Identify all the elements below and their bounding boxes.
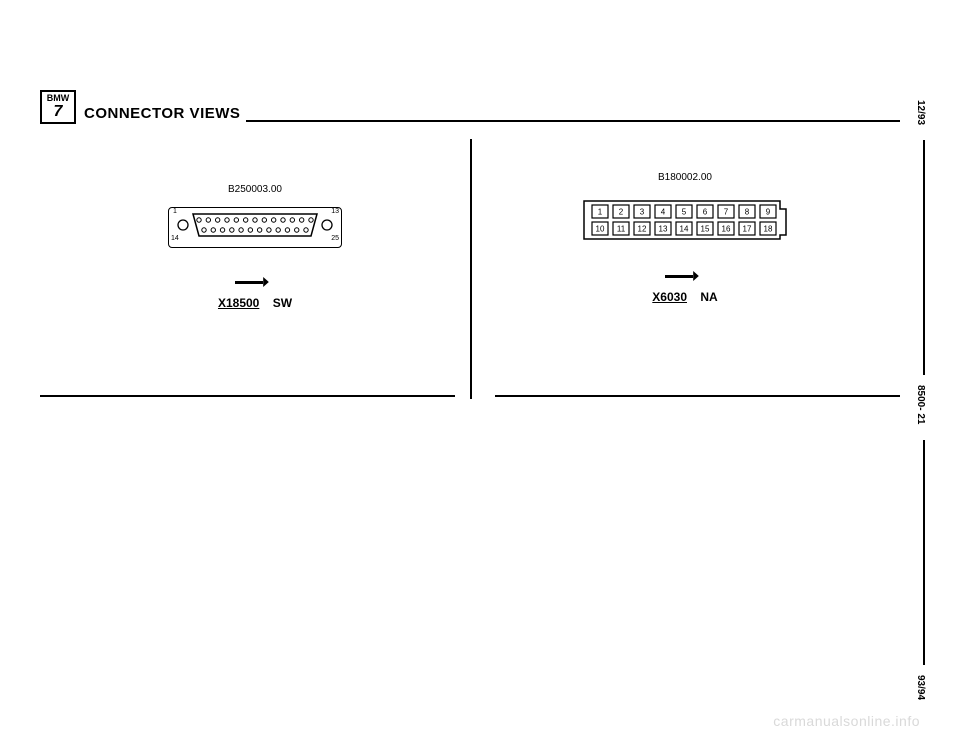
- left-connector-id: X18500: [218, 296, 259, 310]
- left-column: B250003.00 1 13 14 25 X18500 SW: [40, 134, 470, 424]
- right-connector-color: NA: [700, 290, 717, 304]
- svg-text:12: 12: [638, 225, 647, 234]
- margin-date-top: 12/93: [915, 100, 926, 125]
- left-part-code: B250003.00: [40, 184, 470, 195]
- bottom-rules: [40, 395, 900, 397]
- bottom-rule-left: [40, 395, 455, 397]
- svg-text:5: 5: [682, 208, 687, 217]
- svg-text:10: 10: [596, 225, 605, 234]
- svg-text:8: 8: [745, 208, 750, 217]
- svg-text:17: 17: [743, 225, 752, 234]
- db25-connector: 1 13 14 25: [168, 207, 342, 248]
- right-margin: 12/93 8500- 21 93/94: [915, 95, 935, 695]
- left-connector-color: SW: [273, 296, 292, 310]
- arrow-icon: [235, 278, 275, 286]
- svg-text:18: 18: [764, 225, 773, 234]
- content-area: B250003.00 1 13 14 25 X18500 SW B180002.…: [40, 134, 900, 424]
- watermark: carmanualsonline.info: [773, 713, 920, 729]
- rect-connector: 123456789101112131415161718: [580, 195, 790, 243]
- brand-text: BMW: [47, 94, 70, 103]
- title-rule: [246, 120, 900, 122]
- svg-text:16: 16: [722, 225, 731, 234]
- left-connector-label: X18500 SW: [40, 296, 470, 310]
- svg-text:2: 2: [619, 208, 624, 217]
- page-title: CONNECTOR VIEWS: [84, 105, 240, 124]
- arrow-icon: [665, 272, 705, 280]
- svg-text:11: 11: [617, 225, 626, 234]
- margin-rule-2: [923, 440, 925, 665]
- db25-svg: [175, 211, 335, 239]
- bottom-rule-right: [495, 395, 900, 397]
- svg-text:6: 6: [703, 208, 708, 217]
- pin-label-bl: 14: [171, 235, 179, 242]
- right-part-code: B180002.00: [470, 172, 900, 183]
- rect-svg: 123456789101112131415161718: [580, 195, 790, 243]
- right-connector-id: X6030: [652, 290, 687, 304]
- series-text: 7: [54, 104, 63, 120]
- svg-text:1: 1: [598, 208, 603, 217]
- svg-text:9: 9: [766, 208, 771, 217]
- right-connector-label: X6030 NA: [470, 290, 900, 304]
- pin-label-tl: 1: [173, 208, 177, 215]
- brand-logo: BMW 7: [40, 90, 76, 124]
- page: BMW 7 CONNECTOR VIEWS B250003.00 1 13 14…: [40, 90, 900, 424]
- header: BMW 7 CONNECTOR VIEWS: [40, 90, 900, 124]
- svg-text:15: 15: [701, 225, 710, 234]
- svg-text:13: 13: [659, 225, 668, 234]
- right-column: B180002.00 123456789101112131415161718 X…: [470, 134, 900, 424]
- pin-label-br: 25: [331, 235, 339, 242]
- pin-label-tr: 13: [331, 208, 339, 215]
- margin-page-ref: 8500- 21: [915, 385, 926, 424]
- margin-rule-1: [923, 140, 925, 375]
- svg-text:3: 3: [640, 208, 645, 217]
- margin-date-bot: 93/94: [915, 675, 926, 700]
- svg-text:7: 7: [724, 208, 729, 217]
- svg-text:14: 14: [680, 225, 689, 234]
- svg-text:4: 4: [661, 208, 666, 217]
